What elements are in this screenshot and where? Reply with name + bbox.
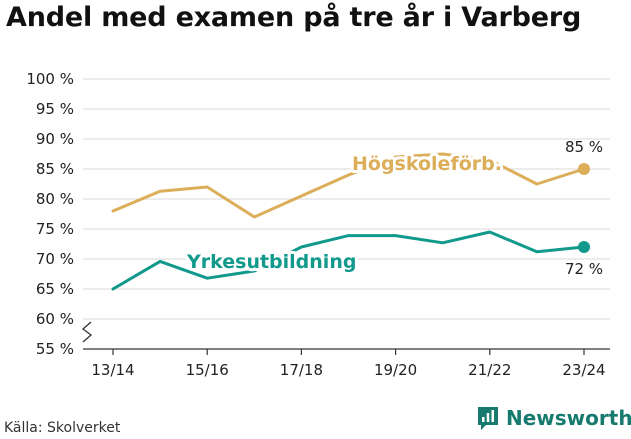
- brand-logo[interactable]: Newsworthy: [476, 405, 631, 431]
- series-label-yrkesutbildning: Yrkesutbildning: [186, 251, 356, 273]
- y-tick-label: 75 %: [36, 220, 74, 238]
- y-tick-label: 90 %: [36, 130, 74, 148]
- y-tick-label: 65 %: [36, 280, 74, 298]
- x-axis: [81, 321, 610, 350]
- y-tick-label: 95 %: [36, 100, 74, 118]
- x-tick-label: 17/18: [280, 361, 323, 379]
- x-tick-label: 23/24: [562, 361, 605, 379]
- x-tick-label: 21/22: [468, 361, 511, 379]
- series-line-yrkesutbildning: [111, 230, 586, 291]
- y-tick-label: 85 %: [36, 160, 74, 178]
- brand-name: Newsworthy: [506, 406, 631, 430]
- series-label-hogskoleforb: Högskoleförb.: [352, 153, 502, 175]
- y-axis-ticks: 55 % 60 % 65 % 70 % 75 % 80 % 85 % 90 % 95 % 100 …: [26, 70, 74, 358]
- axis-break-icon: [81, 321, 93, 343]
- end-value-label: 85 %: [565, 138, 603, 156]
- series-labels: Högskoleförb.Högskoleförb.85 %Yrkesutbil…: [183, 138, 603, 278]
- x-tick-label: 15/16: [186, 361, 229, 379]
- y-tick-label: 70 %: [36, 250, 74, 268]
- y-tick-label: 60 %: [36, 310, 74, 328]
- source-note: Källa: Skolverket: [4, 420, 121, 436]
- series-line-hogskoleforb: [111, 152, 586, 219]
- end-value-label: 72 %: [565, 260, 603, 278]
- series-label-halo: Yrkesutbildning: [186, 251, 356, 273]
- endpoint-dot-hogskoleforb: [578, 163, 590, 175]
- y-tick-label: 55 %: [36, 340, 74, 358]
- series-lines: [111, 152, 590, 291]
- page-title: Andel med examen på tre år i Varberg: [6, 2, 582, 33]
- x-tick-label: 13/14: [91, 361, 134, 379]
- endpoint-dot-yrkesutbildning: [578, 241, 590, 253]
- newsworthy-logo-icon: [478, 407, 498, 430]
- grid-lines: [83, 78, 610, 320]
- series-label-halo: Högskoleförb.: [352, 153, 502, 175]
- y-tick-label: 80 %: [36, 190, 74, 208]
- x-axis-ticks: 13/14 15/16 17/18 19/20 21/22 23/24: [91, 349, 606, 379]
- x-tick-label: 19/20: [374, 361, 417, 379]
- y-tick-label: 100 %: [26, 70, 74, 88]
